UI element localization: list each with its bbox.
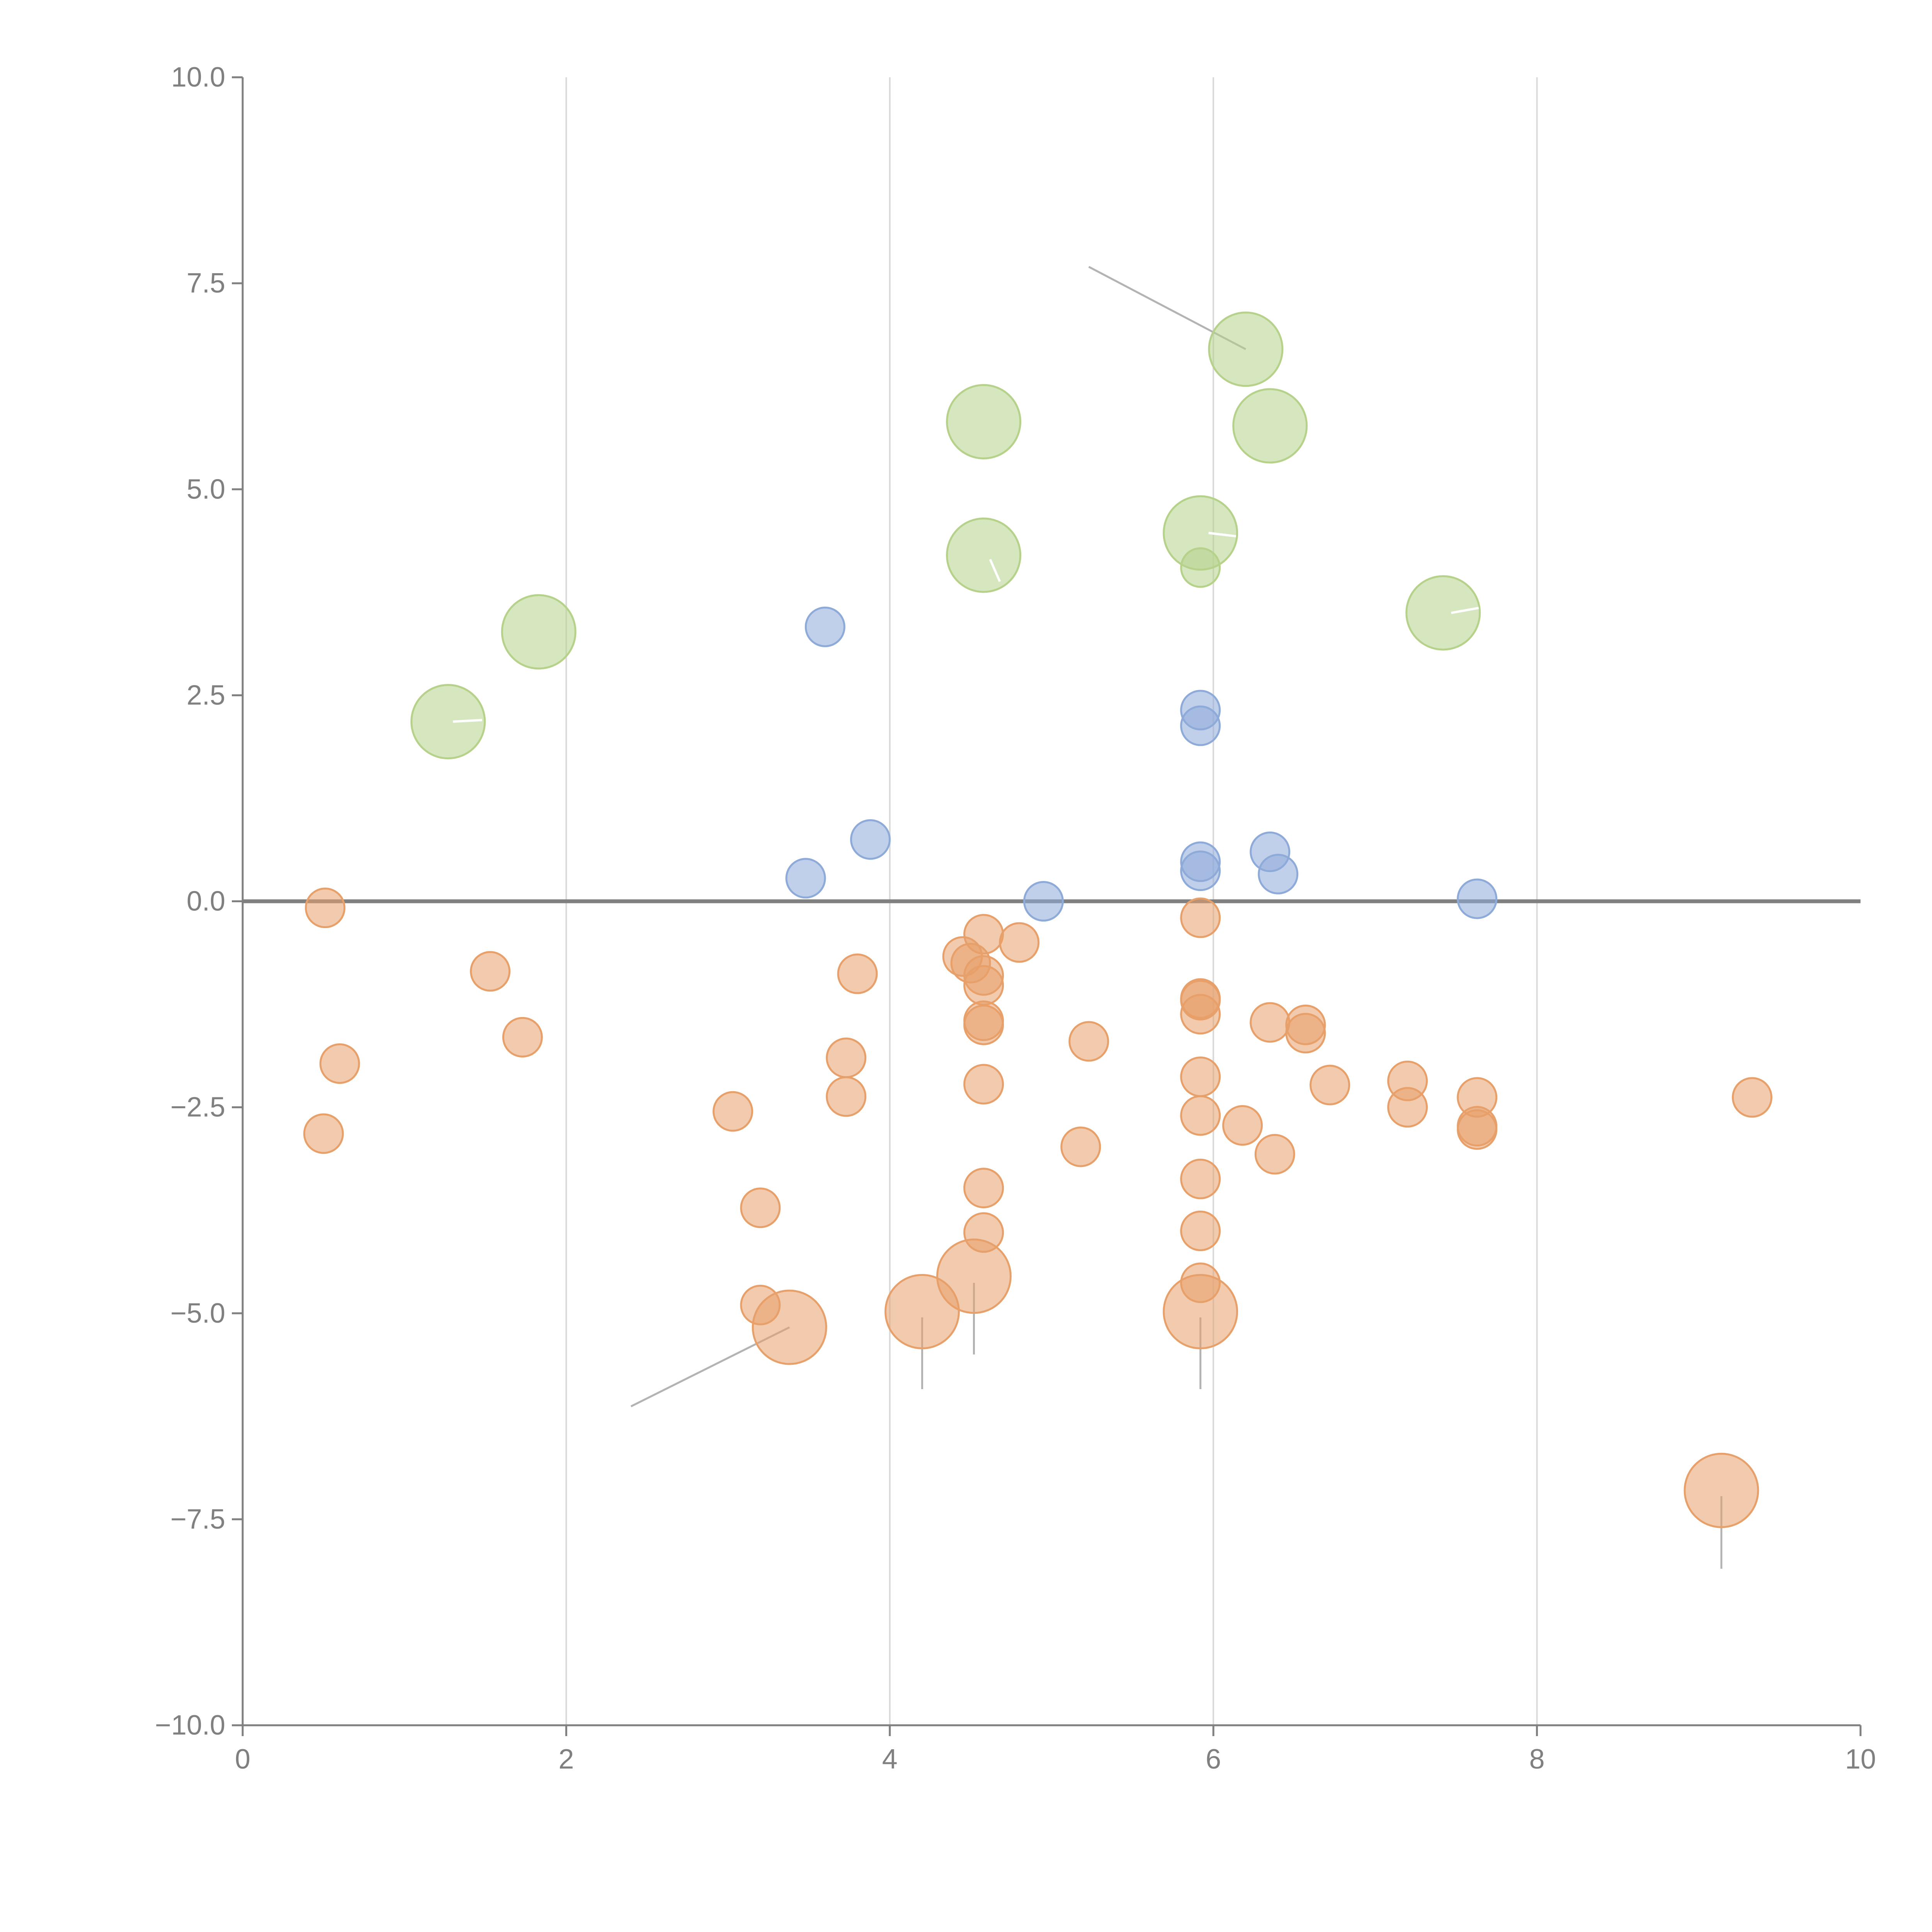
data-point-green <box>1232 388 1308 464</box>
data-point-orange <box>1285 1013 1326 1054</box>
y-tick-label: 0.0 <box>187 886 225 917</box>
y-tick-label: 2.5 <box>187 680 225 711</box>
axes: −10.0 −7.5 −5.0 −2.5 0.0 2.5 5.0 7.5 10.0 0 2 4 6 8 10 <box>155 62 1876 1775</box>
data-point-blue <box>804 606 845 647</box>
data-point-green <box>1208 311 1284 387</box>
y-tick-label: 10.0 <box>171 62 225 93</box>
x-tick-label: 10 <box>1845 1744 1876 1775</box>
x-tick-label: 0 <box>235 1744 250 1775</box>
data-point-orange <box>936 1238 1012 1314</box>
data-point-blue <box>1180 850 1221 891</box>
data-point-orange <box>303 1113 344 1154</box>
data-point-green <box>946 517 1022 593</box>
data-point-orange <box>1180 1211 1221 1251</box>
data-point-blue <box>1023 881 1064 922</box>
data-point-orange <box>1250 1002 1291 1043</box>
data-point-orange <box>963 1004 1004 1045</box>
data-point-blue <box>1457 878 1498 919</box>
y-tick-label: −2.5 <box>170 1092 225 1123</box>
data-point-orange <box>713 1091 753 1132</box>
data-point-orange <box>1163 1274 1238 1349</box>
data-point-orange <box>837 953 878 994</box>
data-point-green <box>946 384 1022 459</box>
data-point-orange <box>963 965 1004 1006</box>
data-point-orange <box>752 1289 827 1365</box>
data-point-blue <box>1258 854 1299 895</box>
x-tick-label: 8 <box>1529 1744 1545 1775</box>
data-point-green <box>410 684 486 760</box>
data-point-green <box>1405 575 1481 651</box>
data-point-orange <box>826 1076 867 1117</box>
data-point-blue <box>850 819 891 860</box>
data-point-orange <box>826 1037 867 1078</box>
data-point-orange <box>1180 1158 1221 1199</box>
data-point-orange <box>963 1168 1004 1209</box>
data-point-orange <box>1180 1095 1221 1136</box>
data-point-orange <box>1222 1105 1263 1146</box>
y-tick-label: 5.0 <box>187 474 225 505</box>
data-point-orange <box>1731 1077 1772 1118</box>
data-point-orange <box>305 888 346 929</box>
data-point-orange <box>1060 1126 1101 1167</box>
annotation-leader-line-overlay <box>453 719 482 723</box>
data-point-green <box>1180 547 1221 588</box>
annotation-leader-line-overlay <box>1451 607 1479 614</box>
data-point-orange <box>963 1064 1004 1105</box>
annotation-leader-line-overlay <box>989 559 1001 582</box>
data-point-orange <box>740 1187 781 1228</box>
annotation-leaders <box>453 266 1723 1569</box>
data-point-orange <box>319 1043 360 1084</box>
data-point-orange <box>963 914 1004 955</box>
annotation-leader-line-overlay <box>1208 532 1236 537</box>
data-point-orange <box>999 922 1040 963</box>
data-point-orange <box>1254 1134 1295 1175</box>
y-tick-label: −5.0 <box>170 1298 225 1329</box>
x-tick-label: 2 <box>558 1744 574 1775</box>
y-tick-label: 7.5 <box>187 268 225 299</box>
data-point-blue <box>1180 705 1221 746</box>
data-point-green <box>501 594 577 670</box>
data-point-orange <box>1310 1065 1350 1105</box>
data-point-orange <box>1387 1087 1428 1128</box>
data-point-orange <box>502 1017 543 1058</box>
data-point-orange <box>1684 1452 1759 1528</box>
x-tick-label: 6 <box>1206 1744 1221 1775</box>
y-tick-label: −10.0 <box>155 1710 225 1741</box>
data-point-orange <box>1068 1021 1109 1062</box>
data-point-orange <box>470 951 511 992</box>
data-point-orange <box>1180 994 1221 1035</box>
y-tick-label: −7.5 <box>170 1504 225 1535</box>
data-point-orange <box>1180 897 1221 938</box>
data-points <box>303 311 1772 1528</box>
data-point-orange <box>1457 1109 1498 1150</box>
data-point-orange <box>963 1212 1004 1253</box>
data-point-orange <box>1180 1056 1221 1097</box>
x-tick-label: 4 <box>882 1744 898 1775</box>
data-point-blue <box>785 858 826 899</box>
